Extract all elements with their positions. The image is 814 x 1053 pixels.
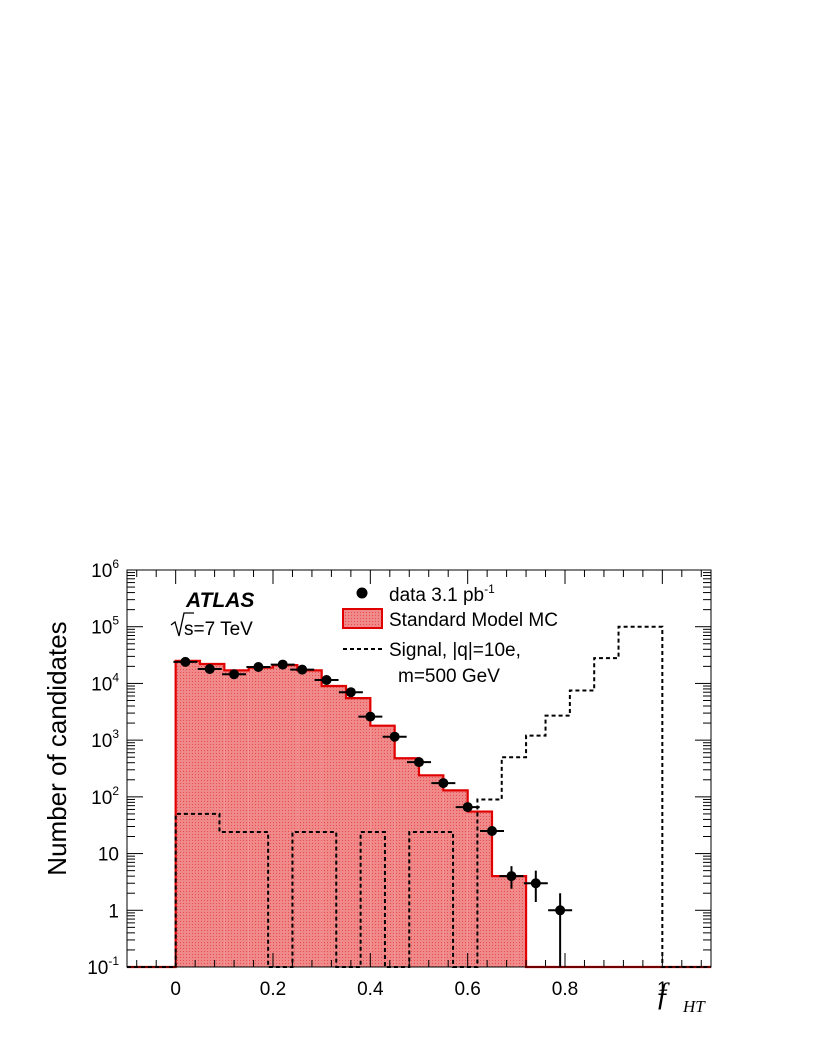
legend-signal-label-1: Signal, |q|=10e, xyxy=(389,640,521,661)
mc-outline xyxy=(127,659,711,969)
y-tick-base: 10 xyxy=(91,731,112,752)
x-tick-label: 0.6 xyxy=(454,979,480,1000)
mc-bar xyxy=(346,698,371,967)
data-points xyxy=(173,656,573,967)
y-tick-label: 104 xyxy=(91,670,119,695)
energy-label-text: s=7 TeV xyxy=(184,619,253,640)
x-tick-label: 0 xyxy=(170,979,181,1000)
y-tick-base: 10 xyxy=(91,674,112,695)
y-tick-base: 10 xyxy=(87,958,108,979)
x-axis-label-main: f xyxy=(658,977,670,1010)
y-tick-label: 10 xyxy=(98,845,119,866)
mc-bar xyxy=(297,670,322,967)
data-point xyxy=(414,757,424,768)
data-point xyxy=(438,778,449,789)
data-point xyxy=(297,664,308,675)
energy-label: s=7 TeV xyxy=(170,612,253,640)
x-axis-label-subscript: HT xyxy=(682,997,706,1016)
mc-bar xyxy=(467,811,492,967)
x-tick-label: 0.2 xyxy=(260,979,286,1000)
legend-mc-swatch xyxy=(342,608,383,629)
y-tick-label: 103 xyxy=(91,727,119,752)
sqrt-symbol xyxy=(170,612,194,637)
legend: data 3.1 pb-1 Standard Model MC Signal, … xyxy=(342,582,558,687)
y-tick-base: 10 xyxy=(91,618,112,639)
mc-bar xyxy=(394,758,419,967)
data-point xyxy=(365,711,376,722)
mc-bar xyxy=(273,665,298,967)
legend-mc-label: Standard Model MC xyxy=(389,610,558,631)
y-tick-exponent: 3 xyxy=(112,727,119,741)
data-point xyxy=(229,669,240,680)
y-tick-label: 106 xyxy=(91,557,119,582)
data-point xyxy=(204,663,215,674)
y-tick-base: 10 xyxy=(91,788,112,809)
mc-bar xyxy=(443,790,468,967)
y-tick-exponent: 4 xyxy=(112,670,119,684)
y-tick-exponent: -1 xyxy=(108,954,119,968)
plot-frame xyxy=(126,569,712,968)
data-point xyxy=(487,826,497,837)
y-tick-label: 102 xyxy=(91,784,119,809)
y-tick-exponent: 2 xyxy=(112,784,119,798)
mc-histogram xyxy=(127,659,711,969)
y-tick-exponent: 6 xyxy=(112,557,119,571)
mc-bar xyxy=(248,667,273,967)
x-tick-label: 1 xyxy=(657,979,668,1000)
experiment-label: ATLAS xyxy=(185,589,254,612)
mc-bar xyxy=(516,876,527,967)
legend-signal-label-2: m=500 GeV xyxy=(398,666,500,687)
x-tick-label: 0.8 xyxy=(552,979,578,1000)
y-axis-label: Number of candidates xyxy=(42,621,72,875)
data-point xyxy=(530,878,541,889)
data-point xyxy=(389,731,400,742)
y-tick-label: 10-1 xyxy=(87,954,119,979)
x-axis-label: f HT xyxy=(658,977,706,1016)
data-point xyxy=(345,687,356,698)
y-tick-label: 105 xyxy=(91,614,119,639)
mc-bar xyxy=(492,876,517,967)
mc-bar xyxy=(224,670,249,967)
y-tick-label: 1 xyxy=(108,901,119,922)
mc-bar xyxy=(321,686,346,967)
mc-bar xyxy=(370,725,395,967)
data-point xyxy=(277,659,288,670)
mc-bar xyxy=(200,664,225,967)
legend-data-marker xyxy=(356,587,368,599)
y-tick-base: 10 xyxy=(91,561,112,582)
data-point xyxy=(506,871,517,882)
x-tick-label: 0.4 xyxy=(357,979,384,1000)
mc-bar xyxy=(419,775,444,967)
data-point xyxy=(555,905,566,916)
data-point xyxy=(180,656,191,667)
data-point xyxy=(321,674,332,685)
legend-data-label: data 3.1 pb-1 xyxy=(389,582,495,606)
data-point xyxy=(462,802,473,813)
y-tick-exponent: 5 xyxy=(112,614,119,628)
data-point xyxy=(253,661,264,672)
